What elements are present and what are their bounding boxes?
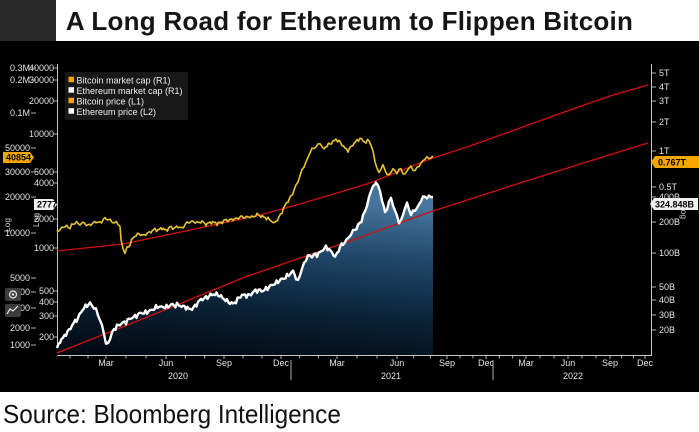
svg-text:Mar: Mar <box>518 358 534 368</box>
svg-text:50B: 50B <box>659 282 675 292</box>
svg-text:50000: 50000 <box>5 143 30 153</box>
svg-text:Ethereum price (L2): Ethereum price (L2) <box>77 107 157 117</box>
svg-text:324.848B: 324.848B <box>655 200 695 210</box>
svg-text:4000: 4000 <box>34 178 54 188</box>
svg-text:20B: 20B <box>659 325 675 335</box>
svg-text:0.767T: 0.767T <box>658 158 687 168</box>
svg-text:0.2M: 0.2M <box>10 75 30 85</box>
svg-text:40000: 40000 <box>29 63 54 73</box>
svg-text:Mar: Mar <box>98 358 114 368</box>
svg-text:Log: Log <box>679 205 689 219</box>
svg-text:Jun: Jun <box>561 358 576 368</box>
svg-text:5000: 5000 <box>34 167 54 177</box>
svg-text:5000: 5000 <box>10 273 30 283</box>
svg-text:2020: 2020 <box>168 371 188 381</box>
svg-text:Ethereum market cap (R1): Ethereum market cap (R1) <box>77 86 183 96</box>
svg-text:1T: 1T <box>659 146 670 156</box>
svg-text:200: 200 <box>39 332 54 342</box>
svg-text:3T: 3T <box>659 96 670 106</box>
svg-text:Sep: Sep <box>216 358 232 368</box>
svg-text:2021: 2021 <box>381 371 401 381</box>
svg-text:10000: 10000 <box>29 129 54 139</box>
svg-text:2000: 2000 <box>10 323 30 333</box>
svg-text:30B: 30B <box>659 310 675 320</box>
svg-text:4T: 4T <box>659 82 670 92</box>
svg-text:2022: 2022 <box>563 371 583 381</box>
svg-text:Log: Log <box>31 213 41 227</box>
svg-text:2777: 2777 <box>37 200 57 210</box>
svg-text:300: 300 <box>39 311 54 321</box>
svg-text:0.3M: 0.3M <box>10 63 30 73</box>
svg-text:10000: 10000 <box>5 228 30 238</box>
svg-text:40B: 40B <box>659 295 675 305</box>
svg-text:0.1M: 0.1M <box>10 108 30 118</box>
svg-text:0.5T: 0.5T <box>659 182 678 192</box>
svg-text:500: 500 <box>39 286 54 296</box>
svg-text:Log: Log <box>2 218 12 232</box>
svg-text:30000: 30000 <box>29 75 54 85</box>
svg-text:Dec: Dec <box>273 358 290 368</box>
svg-text:Jun: Jun <box>390 358 405 368</box>
svg-text:Bitcoin market cap (R1): Bitcoin market cap (R1) <box>77 76 171 86</box>
svg-text:Sep: Sep <box>602 358 618 368</box>
svg-text:30000: 30000 <box>5 167 30 177</box>
svg-text:Dec: Dec <box>637 358 654 368</box>
svg-text:5T: 5T <box>659 68 670 78</box>
svg-text:Sep: Sep <box>439 358 455 368</box>
svg-text:2000: 2000 <box>34 214 54 224</box>
svg-text:1000: 1000 <box>34 243 54 253</box>
svg-text:1000: 1000 <box>10 340 30 350</box>
svg-text:Mar: Mar <box>329 358 345 368</box>
svg-text:Jun: Jun <box>159 358 174 368</box>
svg-text:40854: 40854 <box>6 153 31 163</box>
svg-text:20000: 20000 <box>29 96 54 106</box>
svg-text:Dec: Dec <box>478 358 495 368</box>
svg-text:20000: 20000 <box>5 192 30 202</box>
svg-text:Bitcoin price (L1): Bitcoin price (L1) <box>77 97 145 107</box>
svg-text:2T: 2T <box>659 117 670 127</box>
svg-text:200B: 200B <box>659 217 680 227</box>
svg-text:400B: 400B <box>659 192 680 202</box>
svg-text:100B: 100B <box>659 248 680 258</box>
svg-text:400: 400 <box>39 297 54 307</box>
